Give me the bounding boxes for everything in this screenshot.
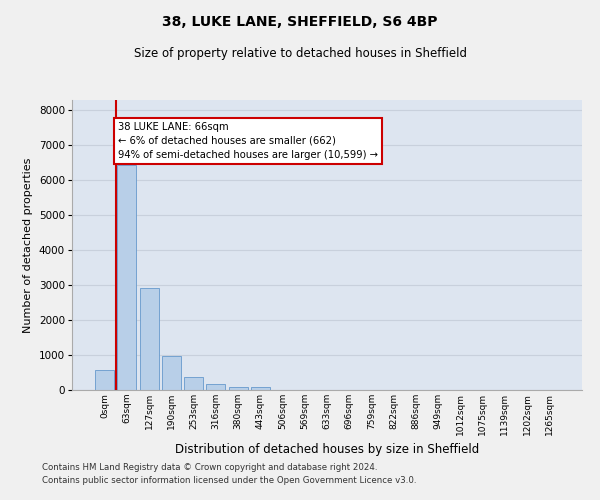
Text: 38, LUKE LANE, SHEFFIELD, S6 4BP: 38, LUKE LANE, SHEFFIELD, S6 4BP	[162, 15, 438, 29]
Text: 38 LUKE LANE: 66sqm
← 6% of detached houses are smaller (662)
94% of semi-detach: 38 LUKE LANE: 66sqm ← 6% of detached hou…	[118, 122, 377, 160]
Bar	[206, 384, 225, 390]
Text: Contains HM Land Registry data © Crown copyright and database right 2024.: Contains HM Land Registry data © Crown c…	[42, 464, 377, 472]
Bar	[162, 356, 181, 390]
Text: Size of property relative to detached houses in Sheffield: Size of property relative to detached ho…	[133, 48, 467, 60]
Text: Contains public sector information licensed under the Open Government Licence v3: Contains public sector information licen…	[42, 476, 416, 485]
Bar	[118, 166, 136, 390]
Bar	[229, 386, 248, 390]
Y-axis label: Number of detached properties: Number of detached properties	[23, 158, 34, 332]
Bar	[140, 288, 158, 390]
Bar	[95, 370, 114, 390]
Bar	[251, 387, 270, 390]
Bar	[184, 378, 203, 390]
X-axis label: Distribution of detached houses by size in Sheffield: Distribution of detached houses by size …	[175, 443, 479, 456]
